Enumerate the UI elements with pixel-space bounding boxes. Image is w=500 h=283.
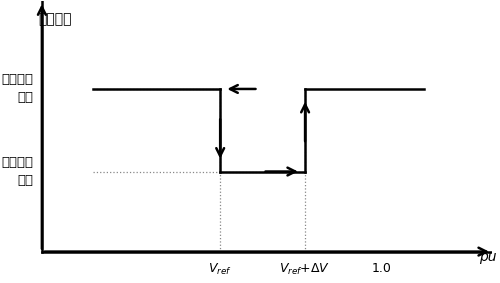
Text: 有功: 有功	[18, 91, 34, 104]
Text: pu: pu	[479, 250, 496, 263]
Text: 控制方式: 控制方式	[38, 13, 72, 27]
Text: $V_{ref}$: $V_{ref}$	[208, 261, 232, 277]
Text: 无功: 无功	[18, 174, 34, 187]
Text: $V_{ref}$+$\Delta V$: $V_{ref}$+$\Delta V$	[280, 261, 330, 277]
Text: 全部提供: 全部提供	[2, 156, 34, 169]
Text: 1.0: 1.0	[372, 261, 392, 275]
Text: 优先提供: 优先提供	[2, 74, 34, 86]
